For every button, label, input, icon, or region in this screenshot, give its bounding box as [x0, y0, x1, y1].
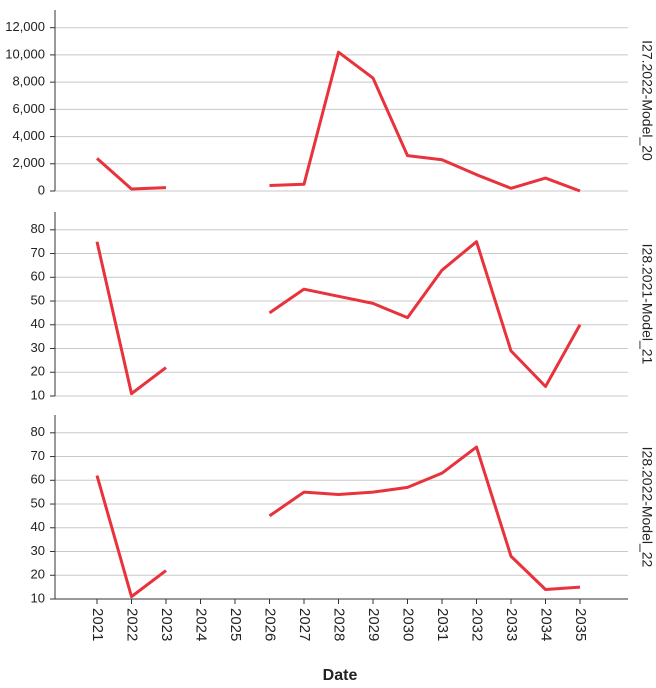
y-tick-label: 20 [31, 567, 45, 582]
panel-label: I28.2021-Model_21 [639, 244, 655, 365]
y-tick-label: 80 [31, 221, 45, 236]
x-axis-label: Date [323, 667, 358, 684]
x-tick-label: 2021 [89, 608, 106, 641]
y-tick-label: 10,000 [5, 46, 45, 61]
panel-label: I28.2022-Model_22 [639, 447, 655, 568]
y-tick-label: 12,000 [5, 19, 45, 34]
panel-label: I27.2022-Model_20 [639, 40, 655, 161]
x-tick-label: 2034 [538, 608, 555, 641]
x-tick-label: 2025 [227, 608, 244, 641]
x-tick-label: 2029 [365, 608, 382, 641]
x-tick-label: 2032 [469, 608, 486, 641]
y-tick-label: 0 [38, 182, 45, 197]
x-tick-label: 2027 [296, 608, 313, 641]
y-tick-label: 30 [31, 340, 45, 355]
x-tick-label: 2026 [262, 608, 279, 641]
y-tick-label: 80 [31, 424, 45, 439]
y-tick-label: 50 [31, 495, 45, 510]
x-tick-label: 2028 [331, 608, 348, 641]
x-tick-label: 2024 [193, 608, 210, 641]
y-tick-label: 10 [31, 387, 45, 402]
y-tick-label: 60 [31, 472, 45, 487]
y-tick-label: 70 [31, 245, 45, 260]
data-line [95, 240, 582, 396]
x-tick-label: 2022 [124, 608, 141, 641]
y-tick-label: 60 [31, 269, 45, 284]
data-line [95, 445, 581, 599]
x-tick-label: 2030 [400, 608, 417, 641]
y-tick-label: 2,000 [12, 155, 45, 170]
x-tick-label: 2035 [572, 608, 589, 641]
y-tick-label: 6,000 [12, 101, 45, 116]
x-tick-label: 2023 [158, 608, 175, 641]
y-tick-label: 50 [31, 292, 45, 307]
y-tick-label: 20 [31, 364, 45, 379]
y-tick-label: 10 [31, 590, 45, 605]
y-tick-label: 8,000 [12, 74, 45, 89]
data-line [96, 50, 581, 193]
y-tick-label: 40 [31, 519, 45, 534]
x-tick-label: 2031 [434, 608, 451, 641]
y-tick-label: 40 [31, 316, 45, 331]
x-tick-label: 2033 [503, 608, 520, 641]
y-tick-label: 4,000 [12, 128, 45, 143]
y-tick-label: 70 [31, 448, 45, 463]
y-tick-label: 30 [31, 543, 45, 558]
